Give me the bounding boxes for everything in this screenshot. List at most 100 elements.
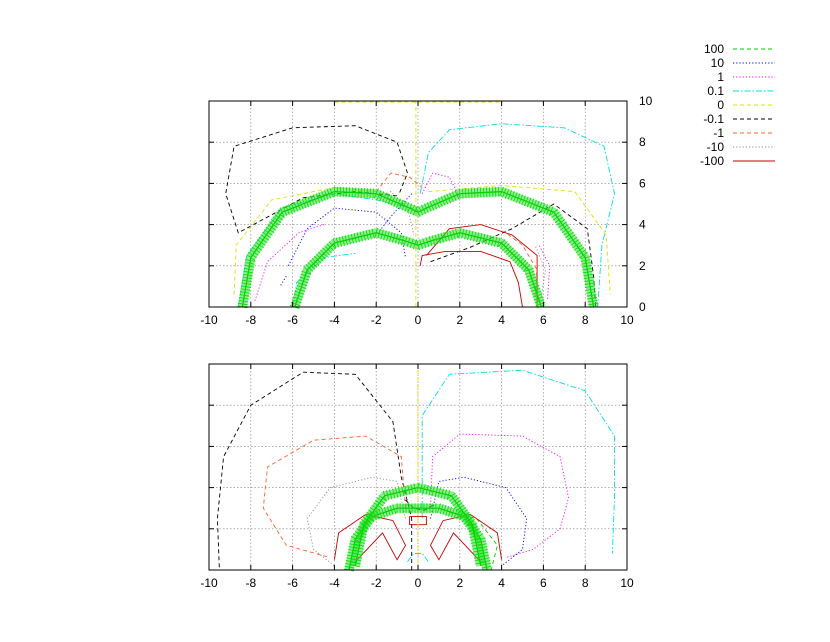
contour-hatch: [475, 561, 486, 565]
contour-hatch: [464, 229, 468, 240]
contour-hatch: [242, 276, 253, 280]
contour-hatch: [350, 233, 354, 244]
contour-hatch: [448, 494, 458, 502]
contour-hatch: [293, 293, 304, 298]
contour-hatch: [245, 259, 256, 262]
y-tick-label: 2: [639, 259, 646, 273]
contour-hatch: [470, 538, 481, 541]
contour-hatch: [379, 191, 385, 201]
contour-hatch: [324, 245, 332, 254]
contour-hatch: [581, 262, 592, 265]
contour-hatch: [531, 290, 542, 295]
contour-hatch: [546, 205, 551, 215]
y-axis: 0 2 4 6 8 10: [209, 94, 653, 314]
contour-hatch: [551, 211, 560, 218]
contour-hatch: [381, 507, 386, 518]
legend-label: -100: [700, 154, 724, 168]
contour-hatch: [462, 514, 472, 521]
contour-hatch: [366, 511, 375, 519]
contour-hatch: [394, 233, 399, 244]
contour-hatch: [307, 196, 312, 207]
contour-hatch: [312, 194, 318, 205]
contour-hatch: [258, 236, 268, 244]
contour-hatch: [407, 484, 411, 495]
contour-hatch: [369, 507, 379, 514]
contour-hatch: [457, 507, 467, 514]
contour-hatch: [580, 259, 591, 262]
contour-hatch: [240, 285, 251, 288]
contour-hatch: [558, 221, 567, 229]
contour-hatch: [297, 282, 308, 287]
contour-hatch: [238, 297, 249, 300]
contour-hatch: [401, 486, 405, 497]
y-tick-label: 0: [639, 300, 646, 314]
contour-hatch: [386, 506, 391, 516]
legend-label: 0: [717, 98, 724, 112]
contour-hatch: [435, 198, 440, 209]
contour-line--1: [262, 435, 406, 559]
contour-hatch: [238, 299, 249, 303]
contour-hatch: [269, 221, 278, 229]
x-tick-label: -2: [371, 313, 382, 327]
contour-hatch: [355, 538, 366, 541]
contour-hatch: [494, 236, 498, 247]
contour-hatch: [373, 502, 382, 509]
contour-hatch: [431, 235, 436, 246]
contour-hatch: [566, 234, 576, 241]
contour-hatch: [362, 230, 366, 241]
contour-hatch: [479, 233, 483, 243]
legend-entry--100: -100: [700, 154, 775, 168]
contour-hatch: [526, 197, 532, 208]
contour-hatch: [582, 267, 593, 271]
contour-line-0.1: [421, 369, 615, 554]
contour-hatch: [390, 196, 396, 206]
contour-hatch: [445, 506, 450, 516]
contour-hatch: [428, 236, 433, 247]
contour-hatch: [504, 189, 510, 199]
contour-hatch: [580, 256, 591, 259]
contour-hatch: [501, 243, 510, 252]
contour-hatch: [424, 203, 429, 213]
contour-hatch: [524, 196, 529, 207]
contour-line-10: [430, 476, 528, 567]
contour-hatch: [389, 232, 393, 242]
contour-hatch: [409, 238, 414, 249]
contour-hatch: [442, 505, 447, 515]
contour-hatch: [377, 228, 381, 239]
x-tick-label: 6: [540, 576, 547, 590]
contour-hatch: [353, 546, 364, 550]
contour-hatch: [532, 293, 543, 298]
contour-hatch: [244, 262, 255, 265]
contour-hatch: [389, 489, 393, 500]
x-tick-label: 0: [415, 576, 422, 590]
legend-label: -1: [713, 126, 724, 140]
contour-hatch: [586, 291, 597, 294]
contour-hatch: [397, 234, 402, 245]
contour-hatch: [413, 483, 417, 494]
contour-hatch: [461, 511, 470, 519]
contour-hatch: [359, 521, 368, 528]
contour-hatch: [452, 499, 461, 507]
contour-hatch: [473, 231, 477, 242]
contour-hatch: [398, 487, 402, 498]
contour-hatch: [307, 261, 316, 270]
grid-lines: [209, 364, 627, 570]
x-tick-label: -4: [329, 313, 340, 327]
contour-hatch: [454, 502, 463, 509]
legend-entry-0.1: 0.1: [707, 84, 775, 98]
contour-hatch: [311, 257, 320, 266]
x-tick-label: 8: [582, 576, 589, 590]
contour-hatch: [436, 503, 441, 514]
y-tick-label: 4: [639, 218, 646, 232]
contour-line-1: [538, 244, 551, 299]
contour-line--100: [419, 250, 523, 308]
x-tick-label: 6: [540, 313, 547, 327]
contour-hatch: [358, 526, 369, 530]
contour-hatch: [382, 192, 387, 203]
contour-hatch: [540, 203, 546, 213]
contour-hatch: [241, 282, 252, 285]
contour-hatch: [422, 238, 427, 249]
contour-hatch: [552, 214, 562, 221]
contour-hatch: [371, 228, 375, 239]
contour-hatch: [472, 549, 483, 553]
